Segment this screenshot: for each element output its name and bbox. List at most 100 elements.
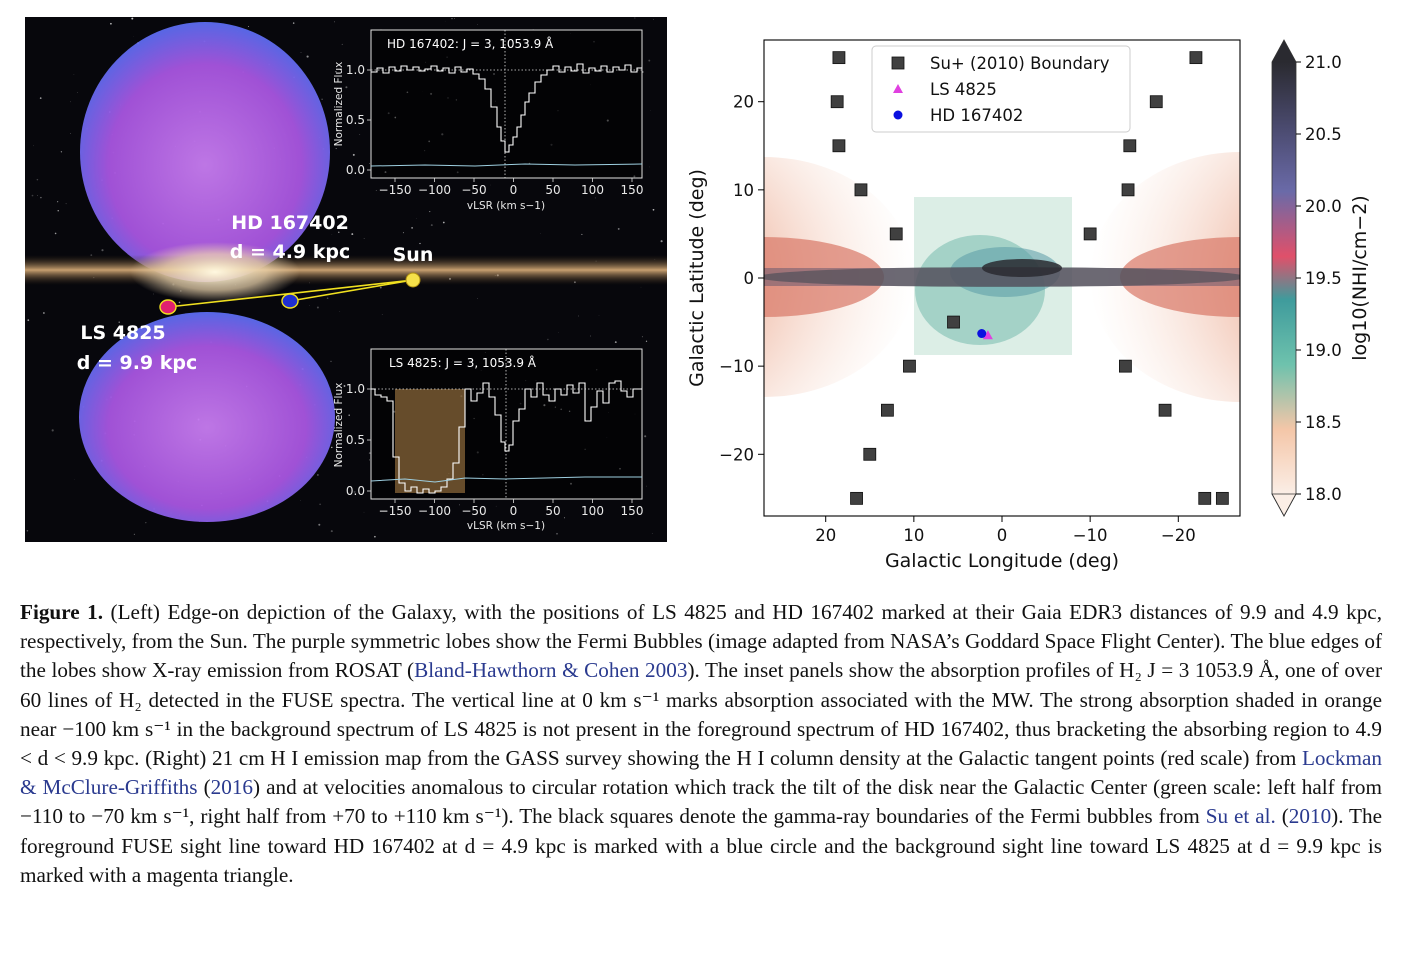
hd-167402-marker	[281, 293, 299, 309]
inset-xlabel: vLSR (km s−1)	[467, 520, 545, 532]
colorbar-label: log10(NHI/cm−2)	[1349, 195, 1371, 360]
ls-name-label: LS 4825	[80, 322, 165, 344]
boundary-square-marker	[832, 139, 846, 153]
legend-ls-label: LS 4825	[930, 80, 997, 99]
inset-x-tick-label: −100	[418, 504, 451, 518]
boundary-square-marker	[1119, 359, 1132, 373]
sun-label: Sun	[393, 244, 434, 266]
colorbar-tick-label: 19.5	[1305, 269, 1342, 288]
inset-x-tick-label: −50	[461, 504, 486, 518]
boundary-square-marker	[830, 95, 844, 109]
citation-link[interactable]: 2016	[210, 775, 253, 800]
legend-triangle-marker	[893, 84, 903, 93]
sightline-hd	[289, 279, 414, 302]
inset-x-tick-label: −150	[379, 504, 412, 518]
ls-4825-marker	[159, 299, 177, 315]
citation-link[interactable]: 2010	[1288, 804, 1332, 829]
colorbar-tick-label: 21.0	[1305, 53, 1342, 72]
x-tick-label: −10	[1073, 526, 1108, 545]
boundary-square-marker	[1123, 139, 1137, 153]
caption-text: (Left) Edge-on depiction of the Galaxy, …	[20, 600, 1382, 683]
inset-x-tick-label: 150	[621, 183, 644, 197]
hd-name-label: HD 167402	[231, 212, 349, 234]
colorbar-tick-label: 19.0	[1305, 341, 1342, 360]
boundary-square-marker	[1149, 95, 1163, 109]
y-axis-label: Galactic Latitude (deg)	[686, 169, 708, 387]
caption-text: ). The inset panels show the absorption …	[20, 658, 1383, 771]
y-tick-label: 0	[744, 269, 755, 288]
boundary-square-marker	[881, 403, 894, 417]
boundary-square-marker	[1198, 491, 1212, 505]
boundary-square-marker	[1121, 183, 1135, 197]
boundary-square-marker	[947, 315, 960, 329]
figure-label: Figure 1.	[20, 600, 104, 624]
fermi-bubble-upper	[80, 22, 330, 282]
inset-x-tick-label: 50	[545, 183, 560, 197]
colorbar-tick-label: 20.5	[1305, 125, 1342, 144]
x-tick-label: 0	[997, 526, 1008, 545]
colorbar-tick-label: 18.5	[1305, 413, 1342, 432]
legend: Su+ (2010) Boundary LS 4825 HD 167402	[871, 45, 1131, 133]
inset-hd-167402: HD 167402: J = 3, 1053.9 Å Normalized Fl…	[333, 29, 644, 212]
hi-column-density-map: 20 10 0 −10 −20 −20 −10 0 10 20 Galactic Longitud…	[686, 39, 1371, 572]
ls-4825-triangle-marker	[982, 330, 993, 340]
fermi-bubble-lower	[79, 312, 335, 522]
inset-x-tick-label: 150	[621, 504, 644, 518]
figure-caption: Figure 1. (Left) Edge-on depiction of th…	[20, 598, 1382, 890]
galaxy-illustration: HD 167402 d = 4.9 kpc Sun LS 4825 d = 9.…	[25, 17, 667, 542]
boundary-square-marker	[863, 447, 877, 461]
boundary-square-marker	[1189, 51, 1203, 65]
inset-title: HD 167402: J = 3, 1053.9 Å	[387, 36, 554, 51]
inset-title: LS 4825: J = 3, 1053.9 Å	[389, 355, 537, 370]
y-tick-label: 10	[733, 181, 754, 200]
boundary-square-marker	[1215, 491, 1229, 505]
inset-x-tick-label: −150	[379, 183, 412, 197]
colorbar-tick-label: 18.0	[1305, 485, 1342, 504]
galactic-bulge	[130, 242, 300, 302]
inset-x-tick-label: 100	[581, 183, 604, 197]
citation-link[interactable]: Bland-Hawthorn & Cohen 2003	[414, 658, 688, 683]
citation-link[interactable]: Su et al.	[1205, 804, 1276, 829]
colorbar: 18.0 18.5 19.0 19.5 20.0 20.5 21.0 log10(NHI/c…	[1271, 39, 1371, 517]
inset-ls-4825: LS 4825: J = 3, 1053.9 Å Normalized Flux…	[333, 348, 644, 532]
x-tick-label: 10	[903, 526, 924, 545]
inset-y-tick-label: 0.0	[346, 484, 365, 498]
orange-absorption-shading	[395, 389, 465, 493]
legend-hd-label: HD 167402	[930, 106, 1023, 125]
x-tick-label: 20	[815, 526, 836, 545]
boundary-square-marker	[850, 491, 863, 505]
inset-y-tick-label: 0.0	[346, 163, 365, 177]
inset-x-tick-label: −50	[461, 183, 486, 197]
inset-y-tick-label: 0.5	[346, 113, 365, 127]
caption-text: (	[197, 775, 211, 800]
boundary-square-marker	[854, 183, 868, 197]
hd-flux-spectrum	[371, 63, 642, 153]
caption-text: ). The foreground FUSE sight line toward…	[20, 804, 1382, 887]
legend-boundary-label: Su+ (2010) Boundary	[930, 54, 1110, 73]
legend-square-marker	[891, 56, 905, 70]
boundary-square-marker	[903, 359, 916, 373]
inset-ylabel: Normalized Flux	[333, 62, 345, 147]
citation-link[interactable]: Lockman & McClure-Griffiths	[20, 746, 1382, 800]
inset-y-tick-label: 1.0	[346, 382, 365, 396]
x-axis-label: Galactic Longitude (deg)	[885, 550, 1119, 572]
inset-xlabel: vLSR (km s−1)	[467, 200, 545, 212]
inset-x-tick-label: 50	[545, 504, 560, 518]
boundary-square-marker	[1083, 227, 1097, 241]
y-tick-label: −10	[719, 357, 754, 376]
boundary-square-marker	[832, 51, 846, 65]
sun-marker	[405, 272, 421, 288]
inset-x-tick-label: −100	[418, 183, 451, 197]
boundary-square-marker	[1158, 403, 1172, 417]
x-tick-label: −20	[1161, 526, 1196, 545]
inset-x-tick-label: 0	[510, 183, 518, 197]
legend-circle-marker	[893, 110, 903, 120]
inset-x-tick-label: 100	[581, 504, 604, 518]
caption-text: ) and at velocities anomalous to circula…	[20, 775, 1382, 829]
inset-y-tick-label: 1.0	[346, 63, 365, 77]
inset-y-tick-label: 0.5	[346, 433, 365, 447]
caption-text: (	[1275, 804, 1289, 829]
ls-flux-spectrum	[371, 380, 642, 494]
ls-distance-label: d = 9.9 kpc	[77, 352, 198, 374]
hd-distance-label: d = 4.9 kpc	[230, 241, 351, 263]
